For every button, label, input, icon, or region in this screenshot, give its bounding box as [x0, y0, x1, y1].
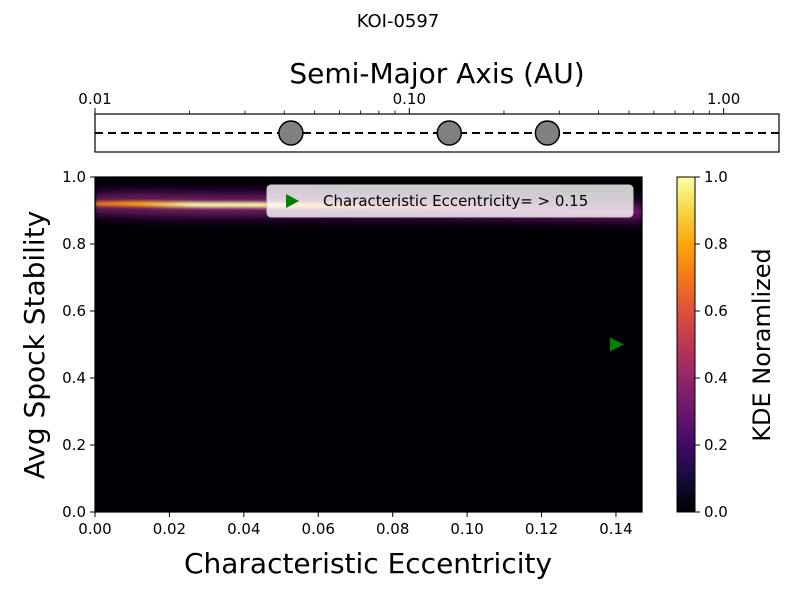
- x-tick-label: 0.08: [376, 520, 409, 538]
- colorbar-label: KDE Noramlized: [748, 248, 776, 442]
- colorbar-tick-label: 0.6: [704, 302, 728, 320]
- y-tick-label: 0.0: [62, 503, 86, 521]
- x-tick-label: 0.04: [227, 520, 260, 538]
- y-tick-label: 0.2: [62, 436, 86, 454]
- colorbar-tick-label: 0.4: [704, 369, 728, 387]
- legend-triangle-icon: [286, 194, 299, 208]
- colorbar-ticks: 0.0 0.2 0.4 0.6 0.8 1.0: [695, 168, 728, 521]
- kde-x-ticks: 0.00 0.02 0.04 0.06 0.08 0.10 0.12 0.14: [78, 512, 633, 538]
- y-tick-label: 0.4: [62, 369, 86, 387]
- colorbar-tick-label: 0.8: [704, 235, 728, 253]
- planet-marker: [278, 120, 304, 146]
- x-tick-label: 0.06: [302, 520, 335, 538]
- x-axis-label: Characteristic Eccentricity: [184, 547, 552, 580]
- orbit-panel-frame: [94, 113, 780, 153]
- x-tick-label: 0.02: [153, 520, 186, 538]
- y-tick-label: 1.0: [62, 168, 86, 186]
- orbit-x-ticks: 0.01 0.10 1.00: [78, 90, 740, 114]
- orbit-panel: Semi-Major Axis (AU) 0.01 0.10 1.00: [78, 57, 780, 153]
- x-tick-label: 0.10: [450, 520, 483, 538]
- planet-marker: [436, 120, 463, 146]
- orbit-tick-label: 0.01: [78, 90, 111, 108]
- colorbar-tick-label: 0.0: [704, 503, 728, 521]
- x-tick-label: 0.00: [78, 520, 111, 538]
- y-tick-label: 0.6: [62, 302, 86, 320]
- figure-title: KOI-0597: [357, 11, 440, 32]
- y-axis-label: Avg Spock Stability: [18, 211, 51, 480]
- legend: Characteristic Eccentricity= > 0.15: [266, 184, 634, 218]
- colorbar: 0.0 0.2 0.4 0.6 0.8 1.0 KDE Noramlized: [676, 168, 776, 521]
- kde-y-ticks: 0.0 0.2 0.4 0.6 0.8 1.0: [62, 168, 95, 521]
- x-tick-label: 0.14: [599, 520, 632, 538]
- colorbar-gradient: [676, 176, 696, 513]
- orbit-tick-label: 1.00: [707, 90, 740, 108]
- kde-panel-frame: [94, 176, 643, 513]
- colorbar-tick-label: 0.2: [704, 436, 728, 454]
- legend-box: [266, 184, 634, 218]
- planet-marker: [534, 120, 561, 146]
- orbit-axis-label: Semi-Major Axis (AU): [289, 57, 584, 90]
- kde-panel: Characteristic Eccentricity= > 0.15 0.00…: [18, 168, 643, 580]
- kde-background: [95, 177, 642, 512]
- orbit-tick-label: 0.10: [393, 90, 426, 108]
- orbit-planets: [278, 120, 561, 146]
- legend-label: Characteristic Eccentricity= > 0.15: [323, 192, 588, 210]
- y-tick-label: 0.8: [62, 235, 86, 253]
- x-tick-label: 0.12: [525, 520, 558, 538]
- data-marker-triangle: [609, 337, 624, 352]
- colorbar-tick-label: 1.0: [704, 168, 728, 186]
